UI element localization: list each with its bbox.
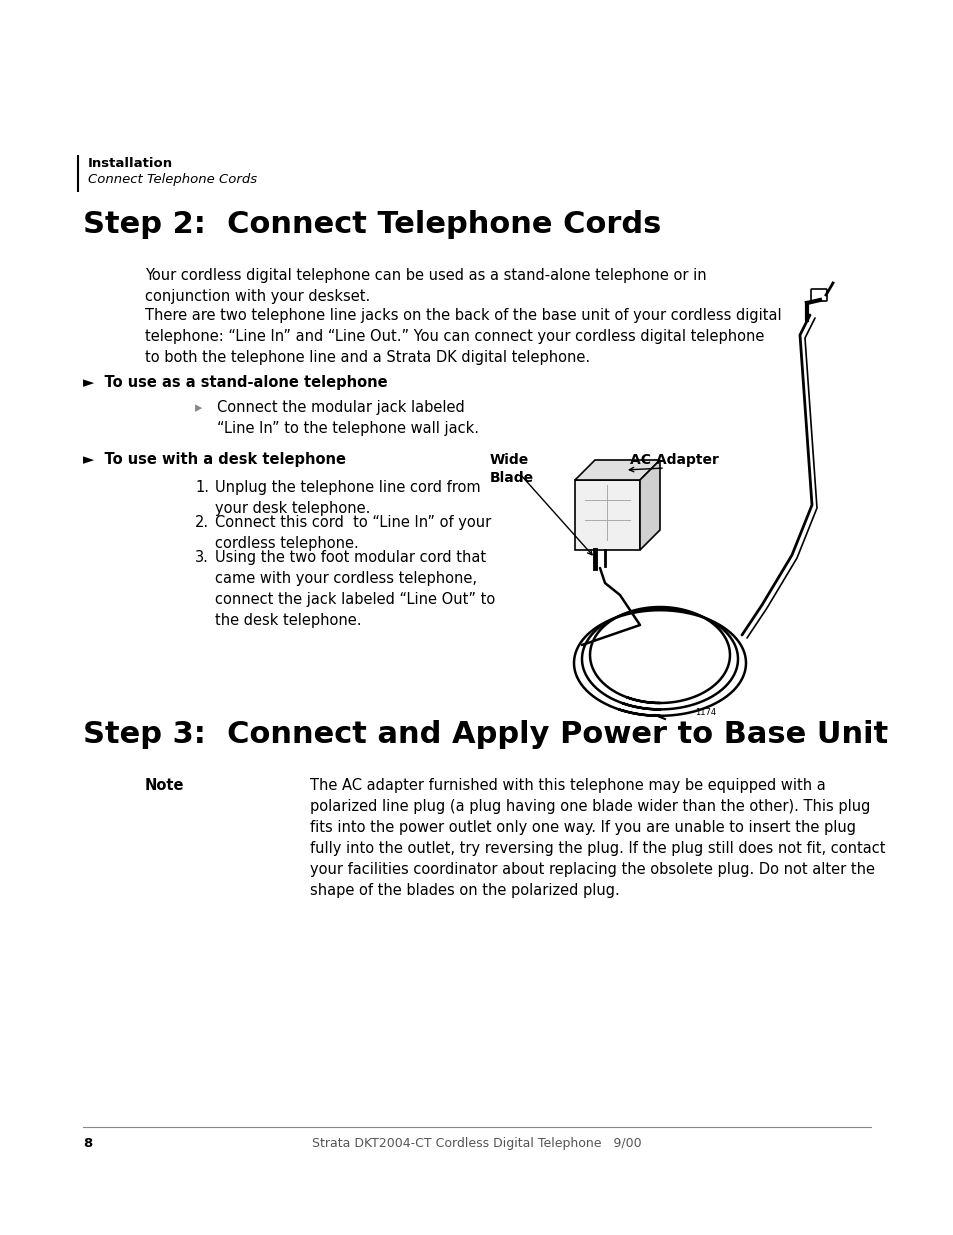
Text: 3.: 3. xyxy=(194,550,209,564)
Polygon shape xyxy=(575,480,639,550)
Text: AC Adapter: AC Adapter xyxy=(629,453,719,467)
Text: ►  To use as a stand-alone telephone: ► To use as a stand-alone telephone xyxy=(83,375,387,390)
Text: Your cordless digital telephone can be used as a stand-alone telephone or in
con: Your cordless digital telephone can be u… xyxy=(145,268,706,304)
Text: Connect this cord  to “Line In” of your
cordless telephone.: Connect this cord to “Line In” of your c… xyxy=(214,515,491,551)
Text: Strata DKT2004-CT Cordless Digital Telephone   9/00: Strata DKT2004-CT Cordless Digital Telep… xyxy=(312,1137,641,1150)
Text: Step 3:  Connect and Apply Power to Base Unit: Step 3: Connect and Apply Power to Base … xyxy=(83,720,887,748)
Text: 1.: 1. xyxy=(194,480,209,495)
FancyBboxPatch shape xyxy=(810,289,826,301)
Text: Using the two foot modular cord that
came with your cordless telephone,
connect : Using the two foot modular cord that cam… xyxy=(214,550,495,629)
Text: The AC adapter furnished with this telephone may be equipped with a
polarized li: The AC adapter furnished with this telep… xyxy=(310,778,884,898)
Text: ▸: ▸ xyxy=(194,400,202,415)
Text: Unplug the telephone line cord from
your desk telephone.: Unplug the telephone line cord from your… xyxy=(214,480,480,516)
Text: There are two telephone line jacks on the back of the base unit of your cordless: There are two telephone line jacks on th… xyxy=(145,308,781,366)
Polygon shape xyxy=(575,459,659,480)
Text: Connect Telephone Cords: Connect Telephone Cords xyxy=(88,173,257,186)
Text: Connect the modular jack labeled
“Line In” to the telephone wall jack.: Connect the modular jack labeled “Line I… xyxy=(216,400,478,436)
Polygon shape xyxy=(639,459,659,550)
Text: Installation: Installation xyxy=(88,157,172,170)
Text: Note: Note xyxy=(145,778,184,793)
Text: Step 2:  Connect Telephone Cords: Step 2: Connect Telephone Cords xyxy=(83,210,660,240)
Text: 2.: 2. xyxy=(194,515,209,530)
Text: 8: 8 xyxy=(83,1137,92,1150)
Text: ►  To use with a desk telephone: ► To use with a desk telephone xyxy=(83,452,346,467)
Text: 1174: 1174 xyxy=(695,708,716,718)
Text: Wide
Blade: Wide Blade xyxy=(490,453,534,485)
